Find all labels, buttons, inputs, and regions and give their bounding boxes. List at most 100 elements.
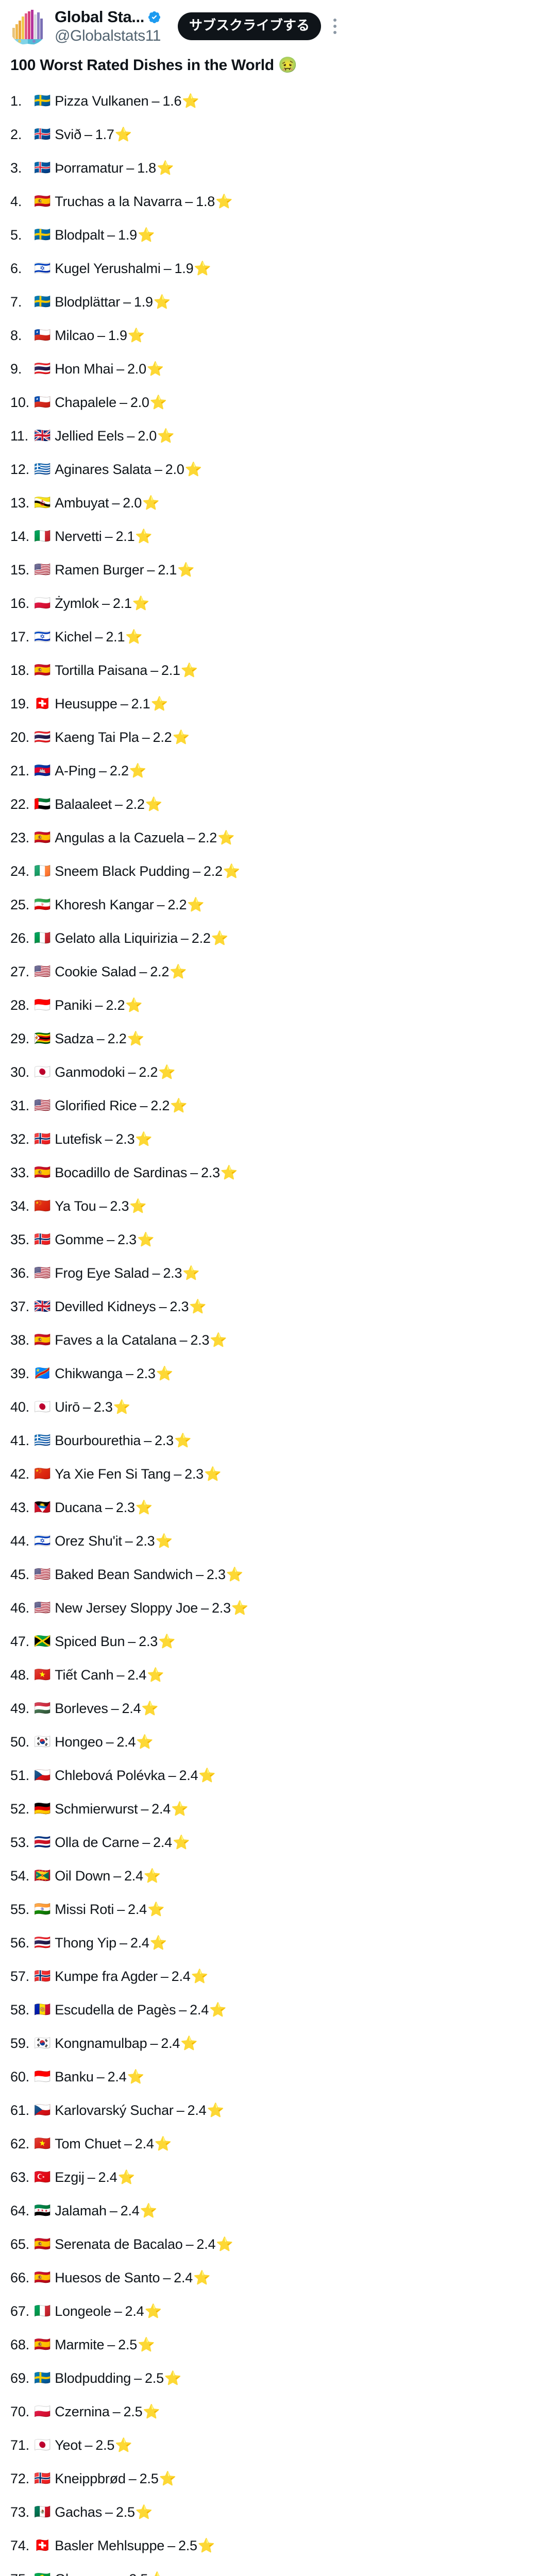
star-icon: ⭐ (125, 629, 143, 645)
rating-value: 2.0 (130, 394, 149, 410)
rating-value: 2.3 (200, 1164, 220, 1180)
country-flag-icon: 🇬🇧 (34, 428, 51, 444)
rating-value: 2.0 (123, 495, 142, 511)
country-flag-icon: 🇧🇷 (34, 2572, 50, 2576)
dish-name: Spiced Bun (55, 1633, 125, 1649)
dish-name: Truchas a la Navarra (55, 193, 182, 209)
list-item: 28. 🇮🇩 Paniki –2.2 ⭐ (10, 989, 546, 1022)
country-flag-icon: 🇮🇱 (34, 261, 51, 276)
list-item: 40. 🇯🇵 Uirō –2.3 ⭐ (10, 1391, 546, 1424)
separator-dash: – (107, 1231, 115, 1247)
display-name: Global Sta... (55, 8, 144, 26)
rating-value: 2.3 (170, 1298, 189, 1314)
rating-value: 2.2 (191, 930, 211, 946)
country-flag-icon: 🇪🇸 (34, 1332, 51, 1348)
star-icon: ⭐ (137, 1231, 155, 1248)
list-item: 52. 🇩🇪 Schmierwurst –2.4 ⭐ (10, 1792, 546, 1826)
country-flag-icon: 🇳🇴 (34, 1232, 51, 1247)
separator-dash: – (174, 1466, 182, 1482)
rating-value: 2.4 (174, 2269, 193, 2285)
country-flag-icon: 🇪🇸 (34, 2337, 51, 2352)
country-flag-icon: 🇬🇷 (34, 1433, 51, 1448)
separator-dash: – (95, 997, 103, 1013)
star-icon: ⭐ (156, 1365, 174, 1382)
separator-dash: – (127, 428, 135, 444)
star-icon: ⭐ (184, 461, 203, 478)
list-item: 12. 🇬🇷 Aginares Salata –2.0 ⭐ (10, 453, 546, 486)
rating-value: 2.4 (153, 1834, 172, 1850)
subscribe-button[interactable]: サブスクライブする (177, 12, 321, 41)
dish-name: Orez Shu'it (55, 1533, 122, 1549)
list-item: 24. 🇮🇪 Sneem Black Pudding –2.2 ⭐ (10, 855, 546, 888)
list-item: 70. 🇵🇱 Czernina –2.5 ⭐ (10, 2395, 546, 2429)
dish-name: Chapalele (55, 394, 116, 410)
rating-value: 2.4 (107, 2069, 127, 2084)
list-item: 71. 🇯🇵 Yeot –2.5 ⭐ (10, 2429, 546, 2462)
bar-chart-avatar-icon (9, 7, 47, 45)
star-icon: ⭐ (220, 1164, 238, 1181)
rank-number: 45. (10, 1566, 29, 1582)
separator-dash: – (114, 796, 123, 812)
rank-number: 13. (10, 495, 29, 511)
country-flag-icon: 🇨🇳 (34, 1466, 51, 1482)
separator-dash: – (187, 829, 195, 845)
star-icon: ⭐ (171, 1801, 189, 1817)
rank-number: 38. (10, 1332, 29, 1348)
list-item: 25. 🇮🇷 Khoresh Kangar –2.2 ⭐ (10, 888, 546, 922)
separator-dash: – (167, 2537, 175, 2553)
dish-name: Ya Xie Fen Si Tang (55, 1466, 171, 1482)
separator-dash: – (113, 1868, 121, 1884)
dish-name: Faves a la Catalana (55, 1332, 177, 1348)
rating-value: 2.3 (136, 1365, 156, 1381)
rating-value: 1.6 (162, 93, 182, 109)
separator-dash: – (120, 696, 128, 711)
star-icon: ⭐ (170, 963, 187, 980)
separator-dash: – (163, 260, 172, 276)
rank-number: 65. (10, 2236, 29, 2252)
more-options-icon[interactable] (326, 14, 344, 38)
rank-number: 20. (10, 729, 29, 745)
country-flag-icon: 🇪🇸 (34, 2270, 51, 2285)
separator-dash: – (180, 930, 189, 946)
rank-number: 66. (10, 2269, 29, 2285)
dish-name: Þorramatur (55, 160, 124, 176)
country-flag-icon: 🇸🇪 (34, 2370, 51, 2386)
account-handle: @Globalstats11 (55, 27, 161, 44)
separator-dash: – (142, 1834, 150, 1850)
list-item: 4. 🇪🇸 Truchas a la Navarra –1.8 ⭐ (10, 185, 546, 218)
list-item: 39. 🇨🇩 Chikwanga –2.3 ⭐ (10, 1357, 546, 1391)
rank-number: 56. (10, 1935, 29, 1951)
list-item: 36. 🇺🇸 Frog Eye Salad –2.3 ⭐ (10, 1257, 546, 1290)
separator-dash: – (151, 93, 160, 109)
country-flag-icon: 🇯🇲 (34, 1634, 51, 1649)
country-flag-icon: 🇮🇳 (34, 1902, 51, 1917)
separator-dash: – (128, 1633, 136, 1649)
rank-number: 24. (10, 863, 29, 879)
rating-value: 1.8 (196, 193, 215, 209)
star-icon: ⭐ (144, 2303, 162, 2319)
separator-dash: – (106, 1734, 114, 1750)
country-flag-icon: 🇸🇪 (34, 294, 51, 310)
separator-dash: – (87, 2169, 95, 2185)
rank-number: 29. (10, 1030, 29, 1046)
rank-number: 28. (10, 997, 29, 1013)
avatar[interactable] (9, 7, 47, 45)
country-flag-icon: 🇨🇳 (34, 1198, 51, 1214)
list-item: 9. 🇹🇭 Hon Mhai –2.0 ⭐ (10, 352, 546, 386)
dish-name: Chlebová Polévka (55, 1767, 165, 1783)
rating-value: 2.2 (150, 963, 170, 979)
dish-name: Gomme (55, 1231, 104, 1247)
star-icon: ⭐ (209, 2002, 227, 2018)
rating-value: 2.3 (206, 1566, 226, 1582)
rating-value: 2.4 (179, 1767, 198, 1783)
account-identity: Global Sta... @Globalstats11 (55, 8, 161, 45)
star-icon: ⭐ (154, 2136, 172, 2152)
account-header: Global Sta... @Globalstats11 サブスクライブする (0, 0, 556, 50)
rating-value: 2.3 (190, 1332, 210, 1348)
separator-dash: – (102, 595, 110, 611)
rating-value: 2.4 (190, 2002, 209, 2018)
rating-value: 2.4 (98, 2169, 117, 2185)
separator-dash: – (96, 1030, 105, 1046)
rank-number: 73. (10, 2504, 29, 2520)
list-item: 57. 🇳🇴 Kumpe fra Agder –2.4 ⭐ (10, 1960, 546, 1993)
